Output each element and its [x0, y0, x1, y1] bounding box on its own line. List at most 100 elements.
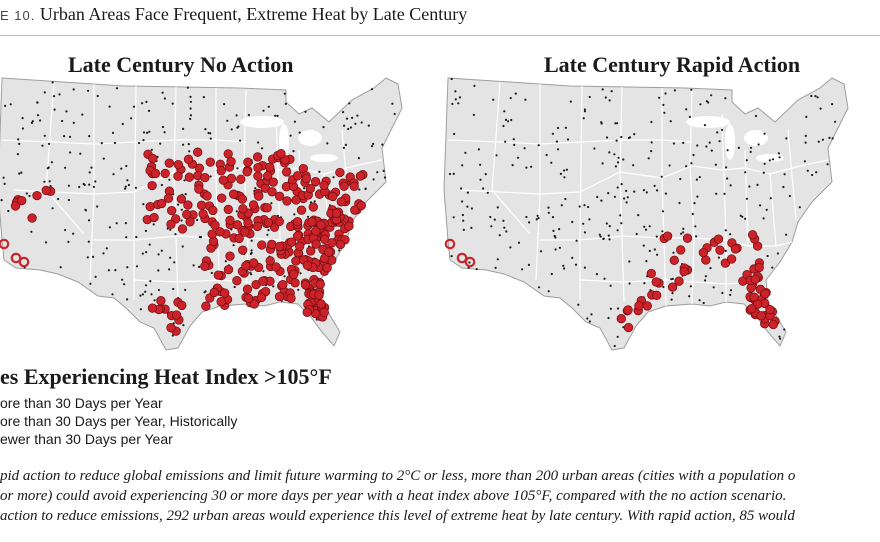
- city-marker: [651, 277, 661, 287]
- city-marker: [682, 227, 685, 230]
- city-marker: [778, 335, 781, 338]
- city-marker: [141, 252, 144, 255]
- city-marker: [267, 239, 277, 249]
- city-marker: [489, 215, 492, 219]
- city-marker: [622, 158, 625, 161]
- city-marker: [52, 95, 56, 98]
- city-marker: [360, 121, 363, 124]
- city-marker: [351, 116, 354, 119]
- city-marker: [652, 290, 662, 300]
- city-marker: [803, 160, 806, 163]
- city-marker: [682, 141, 685, 144]
- city-marker: [147, 303, 158, 313]
- city-marker: [583, 204, 586, 207]
- city-marker: [276, 149, 286, 159]
- city-marker: [625, 201, 628, 204]
- city-marker: [502, 124, 505, 128]
- city-marker: [237, 194, 248, 204]
- city-marker: [805, 115, 808, 118]
- city-marker: [230, 128, 233, 131]
- city-marker: [703, 124, 706, 127]
- city-marker: [670, 278, 673, 281]
- city-marker: [201, 301, 211, 311]
- city-marker: [18, 172, 21, 175]
- city-marker: [87, 89, 90, 92]
- city-marker: [699, 103, 702, 106]
- city-marker: [583, 110, 587, 113]
- city-marker: [765, 305, 775, 315]
- city-marker: [82, 182, 85, 186]
- city-marker: [283, 275, 286, 278]
- city-marker: [202, 96, 205, 99]
- city-marker: [139, 308, 142, 311]
- city-marker: [114, 269, 117, 272]
- city-marker: [357, 157, 360, 160]
- city-marker: [194, 184, 204, 194]
- city-marker: [815, 171, 818, 174]
- city-marker: [226, 173, 237, 184]
- city-marker: [370, 145, 374, 148]
- city-marker: [156, 296, 166, 306]
- city-marker: [139, 294, 142, 297]
- city-marker: [653, 184, 656, 187]
- city-marker: [53, 108, 56, 111]
- city-marker: [276, 114, 279, 117]
- city-marker: [326, 142, 329, 145]
- city-marker: [311, 226, 321, 236]
- city-marker: [503, 226, 506, 229]
- city-marker: [466, 191, 469, 194]
- city-marker: [144, 284, 148, 287]
- city-marker: [307, 217, 317, 227]
- city-marker: [292, 171, 303, 181]
- city-marker: [692, 153, 695, 157]
- city-marker: [673, 89, 676, 92]
- city-marker: [322, 263, 332, 273]
- city-marker: [324, 247, 334, 257]
- city-marker: [322, 126, 325, 129]
- city-marker: [134, 186, 137, 189]
- city-marker: [171, 102, 174, 105]
- city-marker: [679, 266, 689, 277]
- city-marker: [759, 204, 762, 207]
- city-marker: [145, 100, 148, 103]
- city-marker: [232, 244, 235, 247]
- city-marker: [253, 171, 263, 181]
- city-marker: [43, 91, 46, 94]
- city-marker: [724, 97, 727, 100]
- city-marker: [299, 272, 302, 275]
- city-marker: [626, 196, 629, 199]
- city-marker: [108, 226, 111, 229]
- city-marker: [18, 256, 30, 268]
- city-marker: [223, 103, 226, 106]
- city-marker: [682, 233, 693, 243]
- city-marker: [94, 275, 97, 278]
- city-marker: [608, 99, 611, 102]
- city-marker: [210, 271, 213, 274]
- city-marker: [274, 114, 277, 117]
- city-marker: [233, 285, 236, 289]
- city-marker: [20, 171, 23, 174]
- city-marker: [693, 202, 696, 205]
- city-marker: [189, 107, 192, 110]
- city-marker: [556, 126, 560, 130]
- city-marker: [232, 220, 243, 230]
- city-marker: [804, 134, 807, 137]
- city-marker: [582, 222, 585, 225]
- city-marker: [72, 88, 75, 91]
- city-marker: [535, 218, 538, 221]
- city-marker: [262, 109, 265, 112]
- city-marker: [182, 324, 185, 327]
- city-marker: [283, 92, 286, 95]
- city-marker: [477, 148, 480, 151]
- city-marker: [620, 183, 623, 186]
- city-marker: [588, 95, 591, 99]
- city-marker: [132, 105, 136, 108]
- city-marker: [302, 307, 312, 317]
- city-marker: [762, 171, 765, 174]
- city-marker: [159, 142, 162, 145]
- city-marker: [67, 240, 70, 243]
- city-marker: [292, 217, 303, 227]
- city-marker: [614, 165, 617, 168]
- city-marker: [768, 159, 771, 162]
- city-marker: [243, 218, 253, 228]
